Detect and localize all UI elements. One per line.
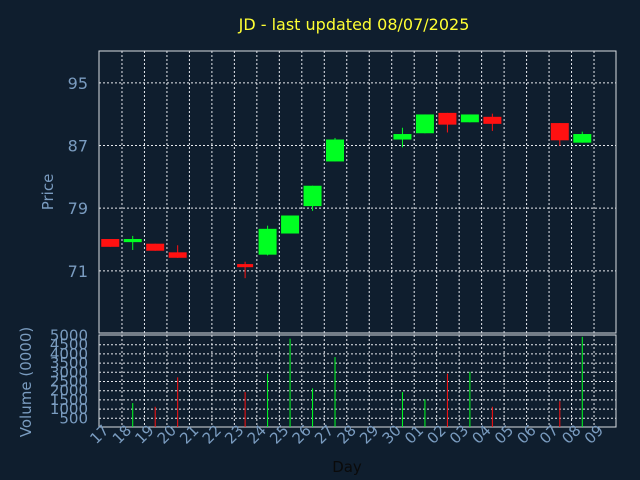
candle-body: [168, 252, 187, 258]
volume-tick-label: 3500: [50, 354, 88, 372]
candle-body: [550, 123, 569, 141]
candles: [101, 112, 592, 279]
candle-body: [258, 228, 277, 255]
candle-body: [123, 239, 142, 243]
candle-body: [326, 139, 345, 162]
x-tick-label: 09: [581, 421, 607, 447]
volume-grid: [99, 335, 616, 427]
volume-panel: 500100015002000250030003500400045005000 …: [17, 327, 617, 437]
volume-bars: [132, 336, 583, 427]
candle-body: [101, 239, 120, 247]
x-ticks: 1718192021222324252627282930010203040506…: [86, 421, 607, 447]
volume-tick-label: 3000: [50, 363, 88, 381]
price-tick-label: 79: [68, 199, 88, 218]
price-grid: [99, 51, 616, 333]
volume-tick-label: 4000: [50, 345, 88, 363]
price-tick-label: 95: [68, 74, 88, 93]
candle-body: [393, 134, 412, 140]
chart-title: JD - last updated 08/07/2025: [238, 15, 470, 34]
candle-body: [483, 116, 502, 124]
volume-plot-frame: [98, 334, 617, 428]
volume-tick-label: 5000: [50, 327, 88, 345]
volume-axis-label: Volume (0000): [17, 327, 35, 437]
price-panel: 71 79 87 95 Price: [39, 50, 617, 334]
candle-body: [415, 114, 434, 134]
price-axis-label: Price: [39, 174, 57, 211]
volume-tick-label: 500: [59, 409, 88, 427]
candle-body: [237, 264, 254, 268]
volume-tick-label: 2500: [50, 373, 88, 391]
candle-body: [281, 215, 300, 234]
candle-body: [303, 185, 322, 207]
candle-body: [460, 114, 479, 123]
volume-tick-label: 1500: [50, 391, 88, 409]
volume-tick-label: 4500: [50, 336, 88, 354]
price-plot-frame: [98, 50, 617, 334]
volume-tick-label: 1000: [50, 400, 88, 418]
price-y-ticks: 71 79 87 95: [68, 74, 88, 281]
x-axis-label: Day: [332, 458, 362, 476]
candle-body: [573, 134, 592, 143]
price-tick-label: 87: [68, 137, 88, 156]
volume-tick-label: 2000: [50, 382, 88, 400]
candle-body: [146, 243, 165, 251]
price-tick-label: 71: [68, 262, 88, 281]
candle-body: [438, 112, 457, 125]
